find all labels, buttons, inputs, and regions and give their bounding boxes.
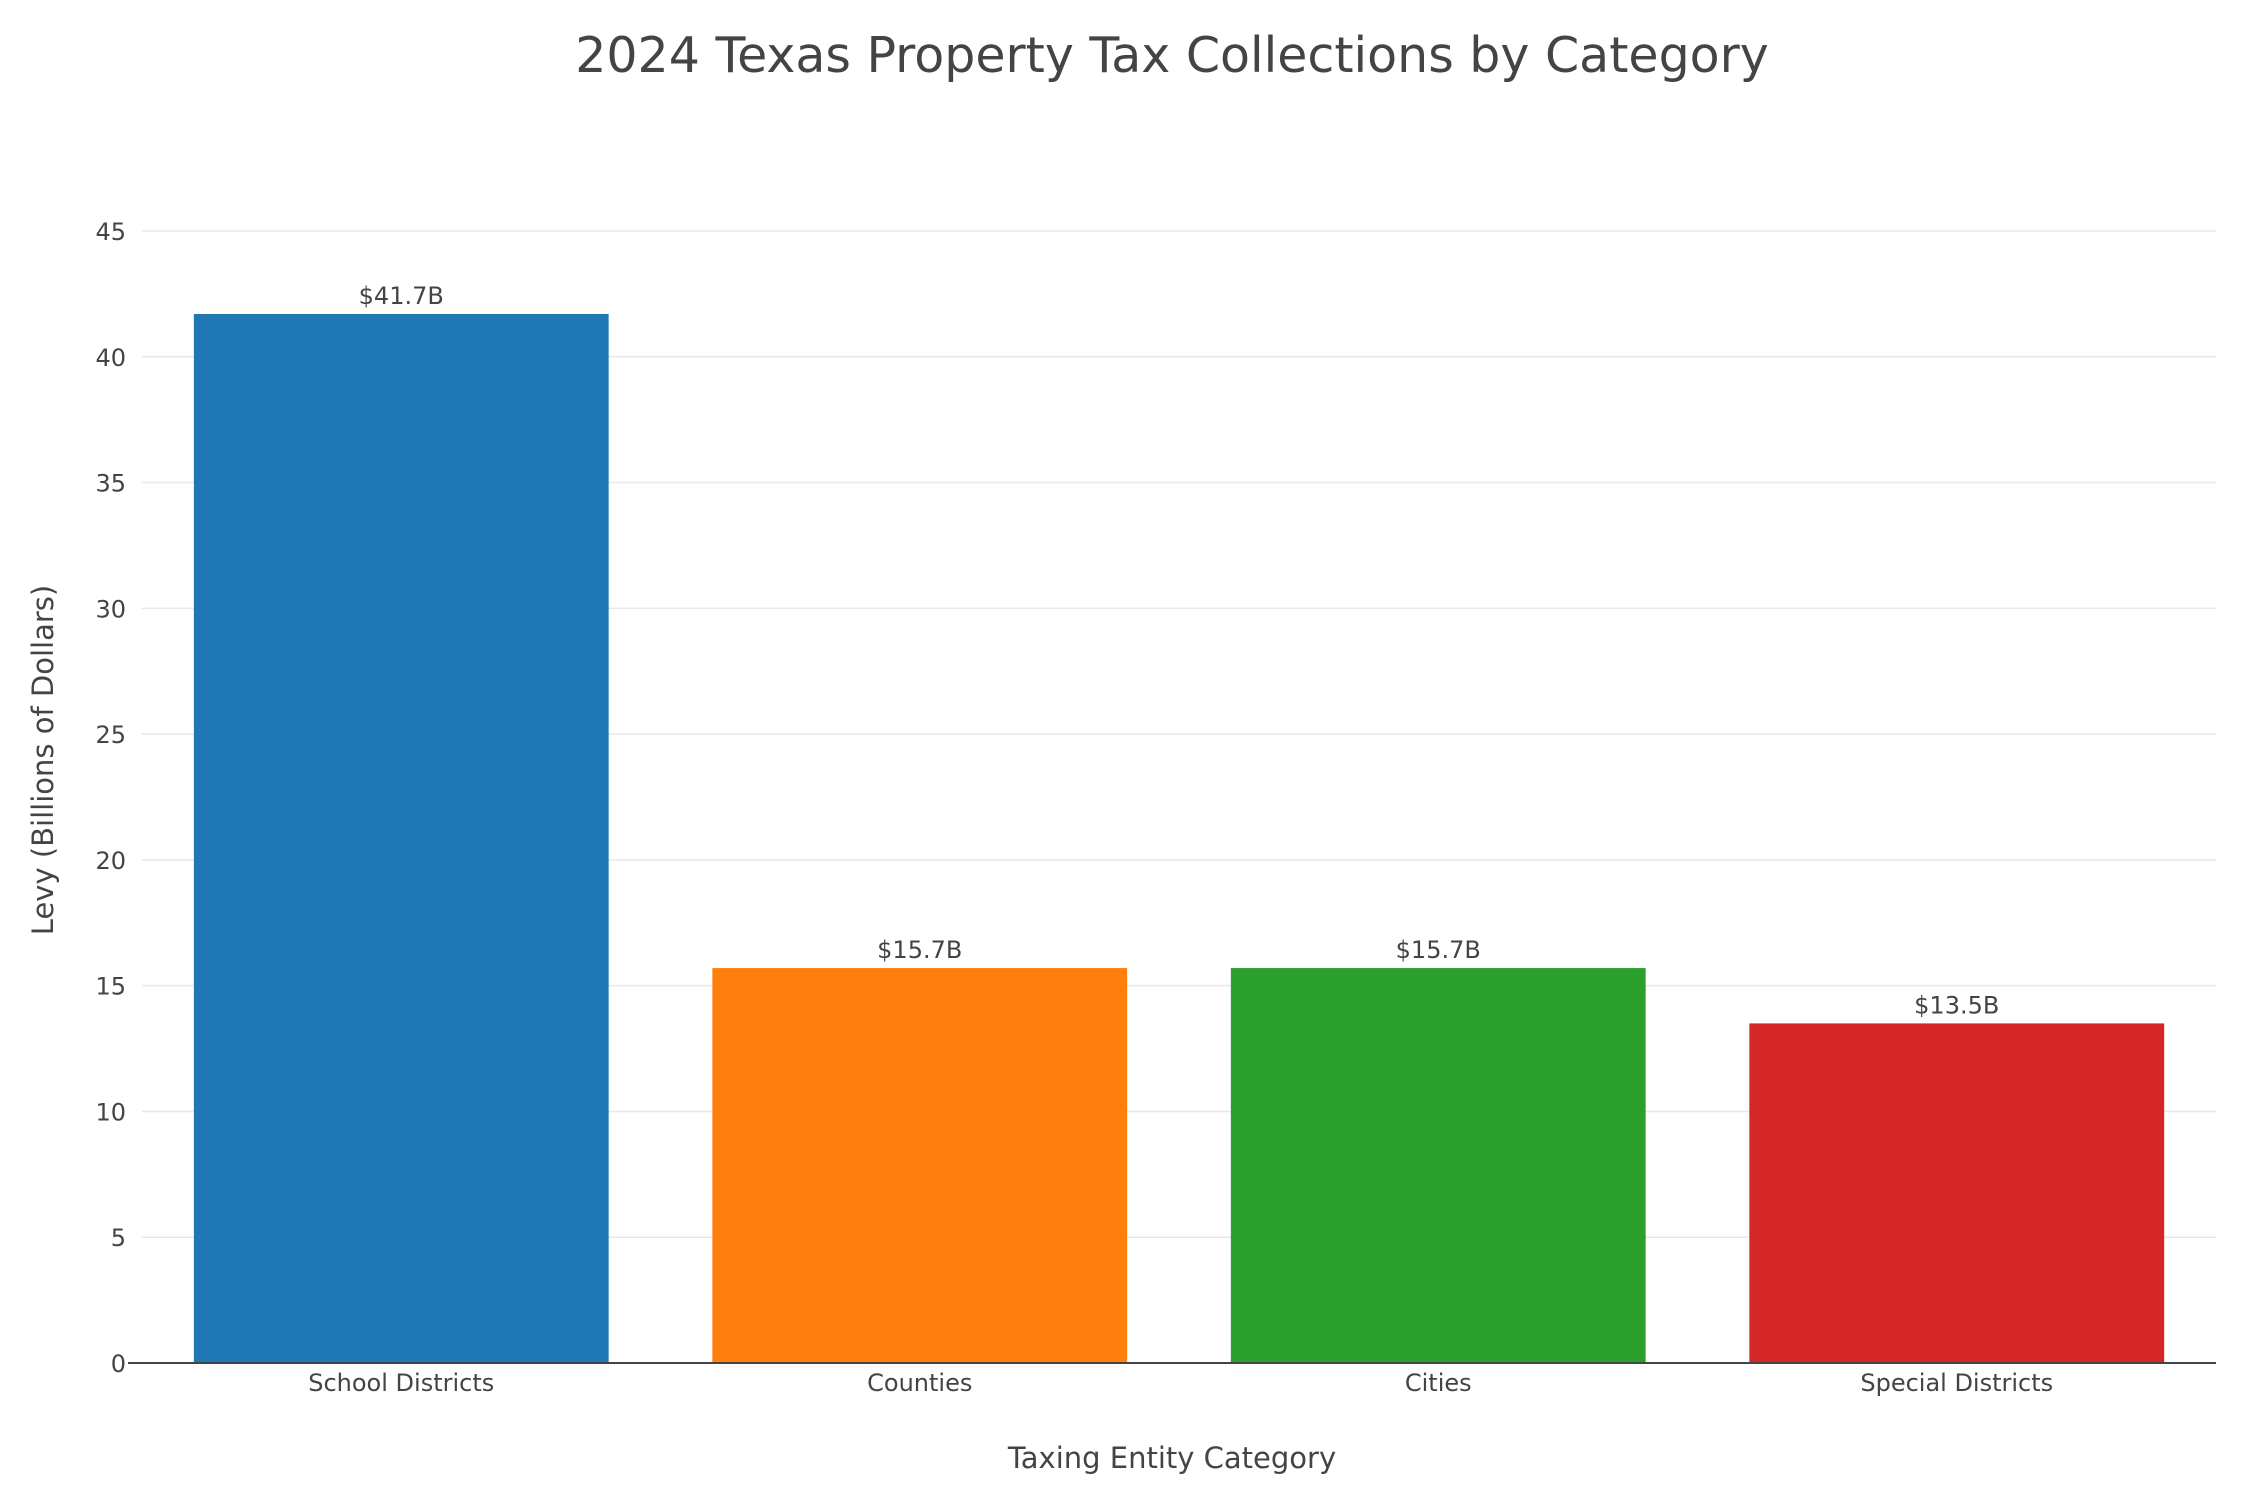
y-axis-ticks: 0 5 10 15 20 25 30 35 40 45 xyxy=(95,218,126,1378)
bar-school-districts xyxy=(193,314,609,1364)
y-tick-label: 15 xyxy=(95,973,126,1001)
x-tick-label: School Districts xyxy=(308,1369,494,1397)
x-axis-ticks: School Districts Counties Cities Special Di… xyxy=(308,1369,2053,1397)
y-tick-label: 5 xyxy=(111,1224,126,1252)
y-tick-label: 25 xyxy=(95,721,126,749)
y-tick-label: 35 xyxy=(95,470,126,498)
x-tick-label: Special Districts xyxy=(1860,1369,2053,1397)
bar-special-districts xyxy=(1749,1023,2165,1363)
y-tick-label: 0 xyxy=(111,1350,126,1378)
y-tick-label: 45 xyxy=(95,218,126,246)
y-tick-label: 20 xyxy=(95,847,126,875)
y-tick-label: 40 xyxy=(95,344,126,372)
data-labels: $41.7B $15.7B $15.7B $13.5B xyxy=(359,282,2000,1019)
bar-cities xyxy=(1230,968,1646,1363)
x-tick-label: Cities xyxy=(1405,1369,1472,1397)
y-axis-title: Levy (Billions of Dollars) xyxy=(26,585,60,935)
x-axis-title: Taxing Entity Category xyxy=(1007,1441,1336,1475)
x-tick-label: Counties xyxy=(867,1369,972,1397)
bar-counties xyxy=(712,968,1128,1363)
bar-value-label: $15.7B xyxy=(1396,936,1481,964)
bar-value-label: $41.7B xyxy=(359,282,444,310)
bar-value-label: $15.7B xyxy=(877,936,962,964)
y-tick-label: 30 xyxy=(95,595,126,623)
chart-title: 2024 Texas Property Tax Collections by C… xyxy=(575,27,1769,84)
bar-value-label: $13.5B xyxy=(1914,991,1999,1019)
bars xyxy=(193,314,2165,1364)
y-tick-label: 10 xyxy=(95,1098,126,1126)
